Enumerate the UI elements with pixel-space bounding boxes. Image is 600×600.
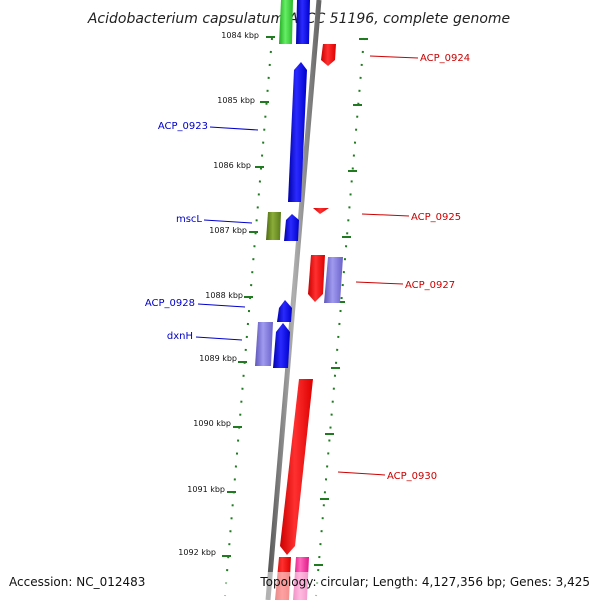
gene-acp-0925	[313, 208, 329, 214]
tick-1087	[249, 231, 258, 233]
leader-acp-0924	[369, 55, 419, 59]
label-leaders	[195, 55, 419, 476]
tick-1086	[255, 166, 264, 168]
outer-tick-9	[314, 564, 323, 566]
tick-1090	[233, 426, 242, 428]
gene-label-acp-0925: ACP_0925	[411, 212, 461, 223]
kbp-label: 1089 kbp	[199, 354, 237, 363]
gene-label-mscl: mscL	[176, 214, 202, 225]
gene-blue-top	[296, 0, 310, 44]
gene-acp-0930	[280, 379, 313, 555]
accession-text: Accession: NC_012483	[9, 575, 145, 589]
inner-tick-track	[224, 37, 273, 597]
gene-mscl	[266, 212, 281, 240]
tick-1092	[222, 555, 231, 557]
leader-acp-0928	[197, 303, 246, 308]
leader-acp-0927	[355, 281, 404, 285]
outer-tick-6	[331, 367, 340, 369]
outer-tick-7	[325, 433, 334, 435]
gene-acp-0927	[324, 257, 343, 303]
gene-acp-0926	[308, 255, 325, 302]
footer-backdrop	[0, 572, 600, 600]
major-ticks	[222, 36, 368, 566]
tick-1088	[244, 296, 253, 298]
tick-1085	[260, 101, 269, 103]
gene-acp-0928	[277, 300, 292, 322]
leader-acp-0925	[361, 213, 410, 217]
outer-tick-3	[348, 170, 357, 172]
kbp-label: 1084 kbp	[221, 31, 259, 40]
tick-1091	[227, 491, 236, 493]
gene-green-top	[279, 0, 293, 44]
topology-text: Topology: circular; Length: 4,127,356 bp…	[259, 575, 590, 589]
outer-tick-8	[320, 498, 329, 500]
leader-dxnh	[195, 336, 243, 341]
outer-tick-5	[336, 301, 345, 303]
genome-backbone	[265, 0, 322, 600]
kbp-label: 1087 kbp	[209, 226, 247, 235]
outer-tick-4	[342, 236, 351, 238]
gene-dxnh	[273, 323, 290, 368]
gene-acp-0923	[288, 62, 307, 202]
kbp-label: 1085 kbp	[217, 96, 255, 105]
kbp-label: 1090 kbp	[193, 419, 231, 428]
gene-label-acp-0924: ACP_0924	[420, 53, 470, 64]
reverse-strand-genes	[275, 44, 343, 600]
kbp-labels: 1084 kbp 1085 kbp 1086 kbp 1087 kbp 1088…	[178, 31, 259, 557]
kbp-label: 1092 kbp	[178, 548, 216, 557]
forward-strand-genes	[255, 0, 310, 368]
leader-acp-0923	[209, 126, 259, 131]
outer-tick-1	[359, 38, 368, 40]
outer-tick-2	[353, 104, 362, 106]
gene-labels: ACP_0924 ACP_0923 mscL ACP_0925 ACP_0927…	[145, 53, 470, 482]
tick-1089	[238, 361, 247, 363]
kbp-label: 1088 kbp	[205, 291, 243, 300]
leader-acp-0930	[337, 471, 386, 476]
gene-label-acp-0930: ACP_0930	[387, 471, 437, 482]
gene-mscl-neighbor	[284, 214, 299, 241]
outer-tick-track	[315, 37, 365, 597]
leader-mscl	[203, 219, 253, 224]
gene-label-acp-0923: ACP_0923	[158, 121, 208, 132]
kbp-label: 1086 kbp	[213, 161, 251, 170]
kbp-label: 1091 kbp	[187, 485, 225, 494]
gene-label-acp-0928: ACP_0928	[145, 298, 195, 309]
gene-acp-0924	[321, 44, 336, 66]
gene-lavender-left	[255, 322, 273, 366]
gene-label-dxnh: dxnH	[167, 331, 193, 342]
tick-1084	[266, 36, 275, 38]
gene-label-acp-0927: ACP_0927	[405, 280, 455, 291]
